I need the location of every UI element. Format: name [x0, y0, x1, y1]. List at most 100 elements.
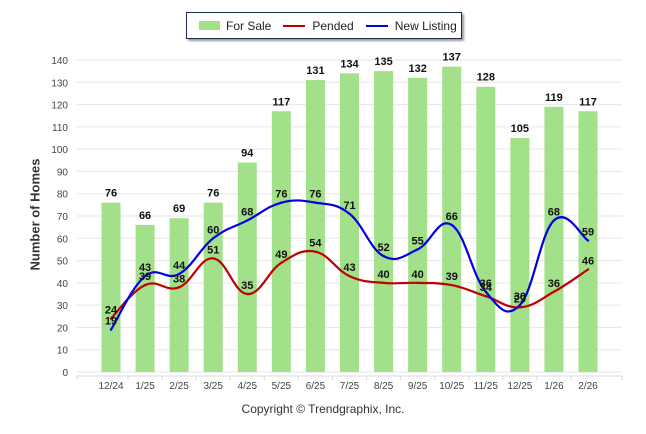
bar-data-label: 117 [579, 96, 597, 108]
line-point [143, 274, 147, 278]
x-tick-label: 12/25 [507, 381, 532, 392]
pended-data-label: 46 [582, 255, 594, 267]
new-listing-data-label: 60 [207, 224, 219, 236]
line-point [212, 237, 215, 240]
line-point [416, 248, 419, 251]
legend-label-new-listing: New Listing [394, 18, 457, 33]
legend-swatch-pended [283, 24, 306, 27]
x-tick-label: 9/25 [408, 381, 428, 392]
bar [203, 202, 223, 372]
x-tick-label: 2/26 [578, 381, 598, 392]
x-axis: 12/24 1/25 2/25 3/25 4/25 5/25 6/25 7/25 8/25 9/2… [76, 375, 623, 392]
bar [476, 86, 496, 372]
line-point [382, 281, 385, 285]
new-listing-data-label: 44 [173, 260, 186, 272]
y-axis-ticks: 0 10 20 30 40 50 60 70 80 90 100 110 120 130 140 [51, 56, 68, 379]
line-point [518, 303, 522, 307]
bar [510, 138, 530, 372]
pended-data-label: 29 [514, 293, 526, 305]
legend-item-for-sale[interactable]: For Sale [199, 19, 271, 33]
new-listing-data-label: 19 [105, 316, 117, 328]
y-tick-label: 100 [51, 145, 68, 156]
new-listing-data-label: 68 [548, 206, 560, 218]
bar [408, 77, 428, 372]
bar-data-label: 69 [173, 203, 185, 215]
line-point [177, 272, 181, 276]
legend-item-new-listing[interactable]: New Listing [365, 18, 457, 33]
pended-data-label: 24 [105, 305, 118, 317]
line-point [177, 286, 181, 289]
bar-data-label: 135 [374, 56, 392, 68]
x-tick-label: 8/25 [374, 381, 394, 392]
bar-data-label: 76 [105, 188, 117, 200]
y-tick-label: 10 [57, 346, 69, 357]
y-tick-label: 90 [57, 167, 69, 178]
line-point [484, 290, 487, 293]
y-tick-label: 70 [57, 212, 69, 223]
x-tick-label: 1/26 [544, 381, 564, 392]
new-listing-data-label: 36 [480, 278, 492, 290]
bar-data-label: 134 [340, 58, 359, 70]
new-listing-data-label: 52 [377, 242, 389, 254]
x-tick-label: 1/25 [135, 381, 155, 392]
bar-data-label: 131 [306, 65, 324, 77]
line-point [484, 295, 487, 298]
new-listing-data-label: 55 [412, 235, 424, 247]
bar-data-label: 119 [545, 92, 563, 104]
new-listing-data-label: 59 [582, 227, 594, 239]
bar-data-label: 137 [443, 52, 461, 64]
y-tick-label: 110 [52, 123, 68, 134]
new-listing-data-label: 76 [309, 189, 321, 201]
legend-swatch-for-sale [199, 21, 220, 30]
pended-data-label: 49 [275, 249, 287, 261]
line-point [109, 317, 113, 320]
bar-data-label: 128 [477, 72, 495, 84]
new-listing-data-label: 30 [514, 291, 526, 303]
new-listing-data-label: 68 [241, 206, 253, 218]
x-tick-label: 2/25 [169, 381, 189, 392]
line-point [280, 201, 283, 204]
bar-data-label: 132 [408, 63, 426, 75]
line-point [552, 219, 556, 222]
line-point [416, 281, 419, 285]
x-tick-label: 11/25 [474, 381, 499, 392]
pended-data-label: 51 [207, 244, 219, 256]
y-tick-label: 20 [57, 323, 69, 334]
bar-data-label: 76 [207, 188, 219, 200]
line-point [450, 283, 453, 287]
legend-item-pended[interactable]: Pended [283, 18, 354, 33]
x-tick-label: 6/25 [306, 381, 326, 392]
bar [271, 111, 291, 372]
new-listing-data-label: 71 [343, 200, 355, 212]
y-tick-label: 140 [51, 56, 68, 67]
bar [544, 106, 564, 373]
line-point [586, 239, 590, 242]
bar [340, 73, 359, 372]
pended-data-label: 36 [548, 278, 560, 290]
y-tick-label: 120 [51, 101, 68, 112]
legend-swatch-new-listing [365, 24, 388, 27]
pended-data-label: 40 [377, 269, 389, 281]
y-axis-title: Number of Homes [27, 158, 43, 271]
bar-data-label: 117 [272, 96, 290, 108]
line-point [280, 261, 283, 264]
x-tick-label: 12/24 [98, 381, 123, 392]
line-point [348, 212, 351, 215]
line-point [212, 257, 215, 260]
bar [442, 66, 462, 372]
y-tick-label: 80 [57, 190, 69, 201]
line-point [314, 201, 317, 204]
x-tick-label: 5/25 [272, 381, 292, 392]
x-tick-label: 3/25 [203, 381, 223, 392]
y-tick-label: 30 [57, 301, 69, 312]
line-point [314, 250, 317, 253]
line-point [586, 268, 590, 271]
line-point [348, 274, 351, 278]
pended-data-label: 39 [446, 271, 458, 283]
legend-label-pended: Pended [312, 18, 354, 33]
copyright-text: Copyright © Trendgraphix, Inc. [241, 402, 405, 416]
line-point [246, 219, 249, 222]
x-tick-label: 7/25 [340, 381, 360, 392]
bar [374, 71, 394, 373]
